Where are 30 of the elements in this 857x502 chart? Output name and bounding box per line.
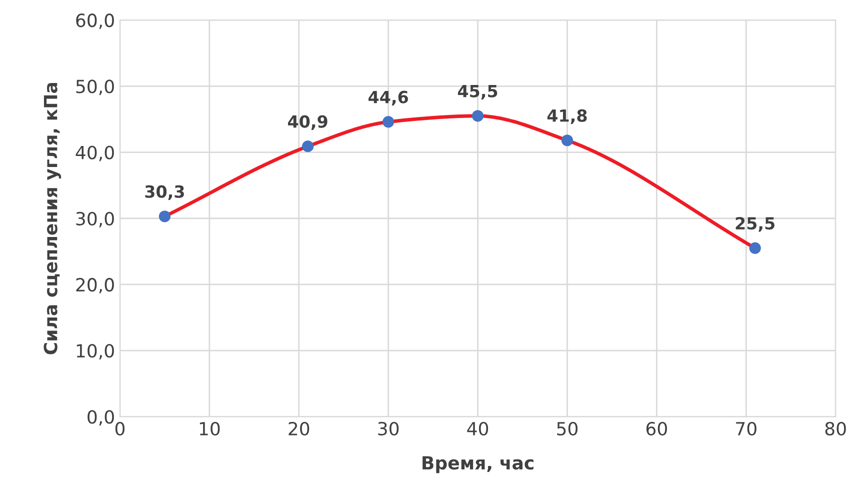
x-tick-label: 0 — [115, 422, 125, 436]
y-tick-label: 50,0 — [76, 80, 114, 96]
point — [472, 110, 484, 122]
y-tick-label: 20,0 — [76, 278, 114, 294]
data-label: 45,5 — [458, 85, 498, 100]
y-tick-label: 30,0 — [76, 212, 114, 228]
y-axis-title: Сила сцепления угля, кПа — [44, 82, 62, 354]
x-tick-label: 60 — [646, 422, 667, 436]
data-label: 41,8 — [547, 109, 587, 124]
x-tick-label: 10 — [200, 422, 220, 436]
x-tick-label: 20 — [288, 422, 310, 436]
x-tick-label: 40 — [467, 422, 488, 436]
y-tick-label: 10,0 — [76, 344, 114, 360]
point — [302, 140, 314, 152]
y-tick-label: 0,0 — [88, 410, 114, 426]
x-tick-label: 80 — [825, 422, 846, 436]
y-tick-label: 40,0 — [76, 146, 114, 162]
data-label: 30,3 — [145, 185, 184, 200]
data-label: 40,9 — [288, 115, 328, 130]
point — [382, 116, 394, 128]
x-tick-label: 30 — [378, 422, 399, 436]
x-tick-label: 50 — [557, 422, 578, 436]
point — [158, 210, 171, 222]
x-tick-label: 70 — [736, 422, 756, 436]
x-axis-title: Время, час — [422, 456, 534, 474]
point — [749, 242, 761, 254]
data-label: 25,5 — [736, 217, 774, 232]
y-tick-label: 60,0 — [76, 14, 114, 30]
point — [561, 134, 574, 146]
data-label: 44,6 — [368, 90, 408, 106]
